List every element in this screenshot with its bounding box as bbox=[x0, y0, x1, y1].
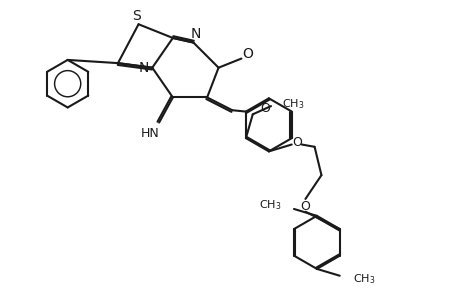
Text: HN: HN bbox=[140, 128, 159, 140]
Text: CH$_3$: CH$_3$ bbox=[352, 272, 374, 286]
Text: O: O bbox=[291, 136, 302, 149]
Text: CH$_3$: CH$_3$ bbox=[282, 98, 304, 111]
Text: N: N bbox=[139, 61, 149, 75]
Text: S: S bbox=[132, 9, 140, 23]
Text: O: O bbox=[241, 47, 252, 61]
Text: O: O bbox=[260, 102, 270, 115]
Text: N: N bbox=[190, 27, 201, 41]
Text: O: O bbox=[300, 200, 310, 213]
Text: CH$_3$: CH$_3$ bbox=[258, 198, 280, 212]
